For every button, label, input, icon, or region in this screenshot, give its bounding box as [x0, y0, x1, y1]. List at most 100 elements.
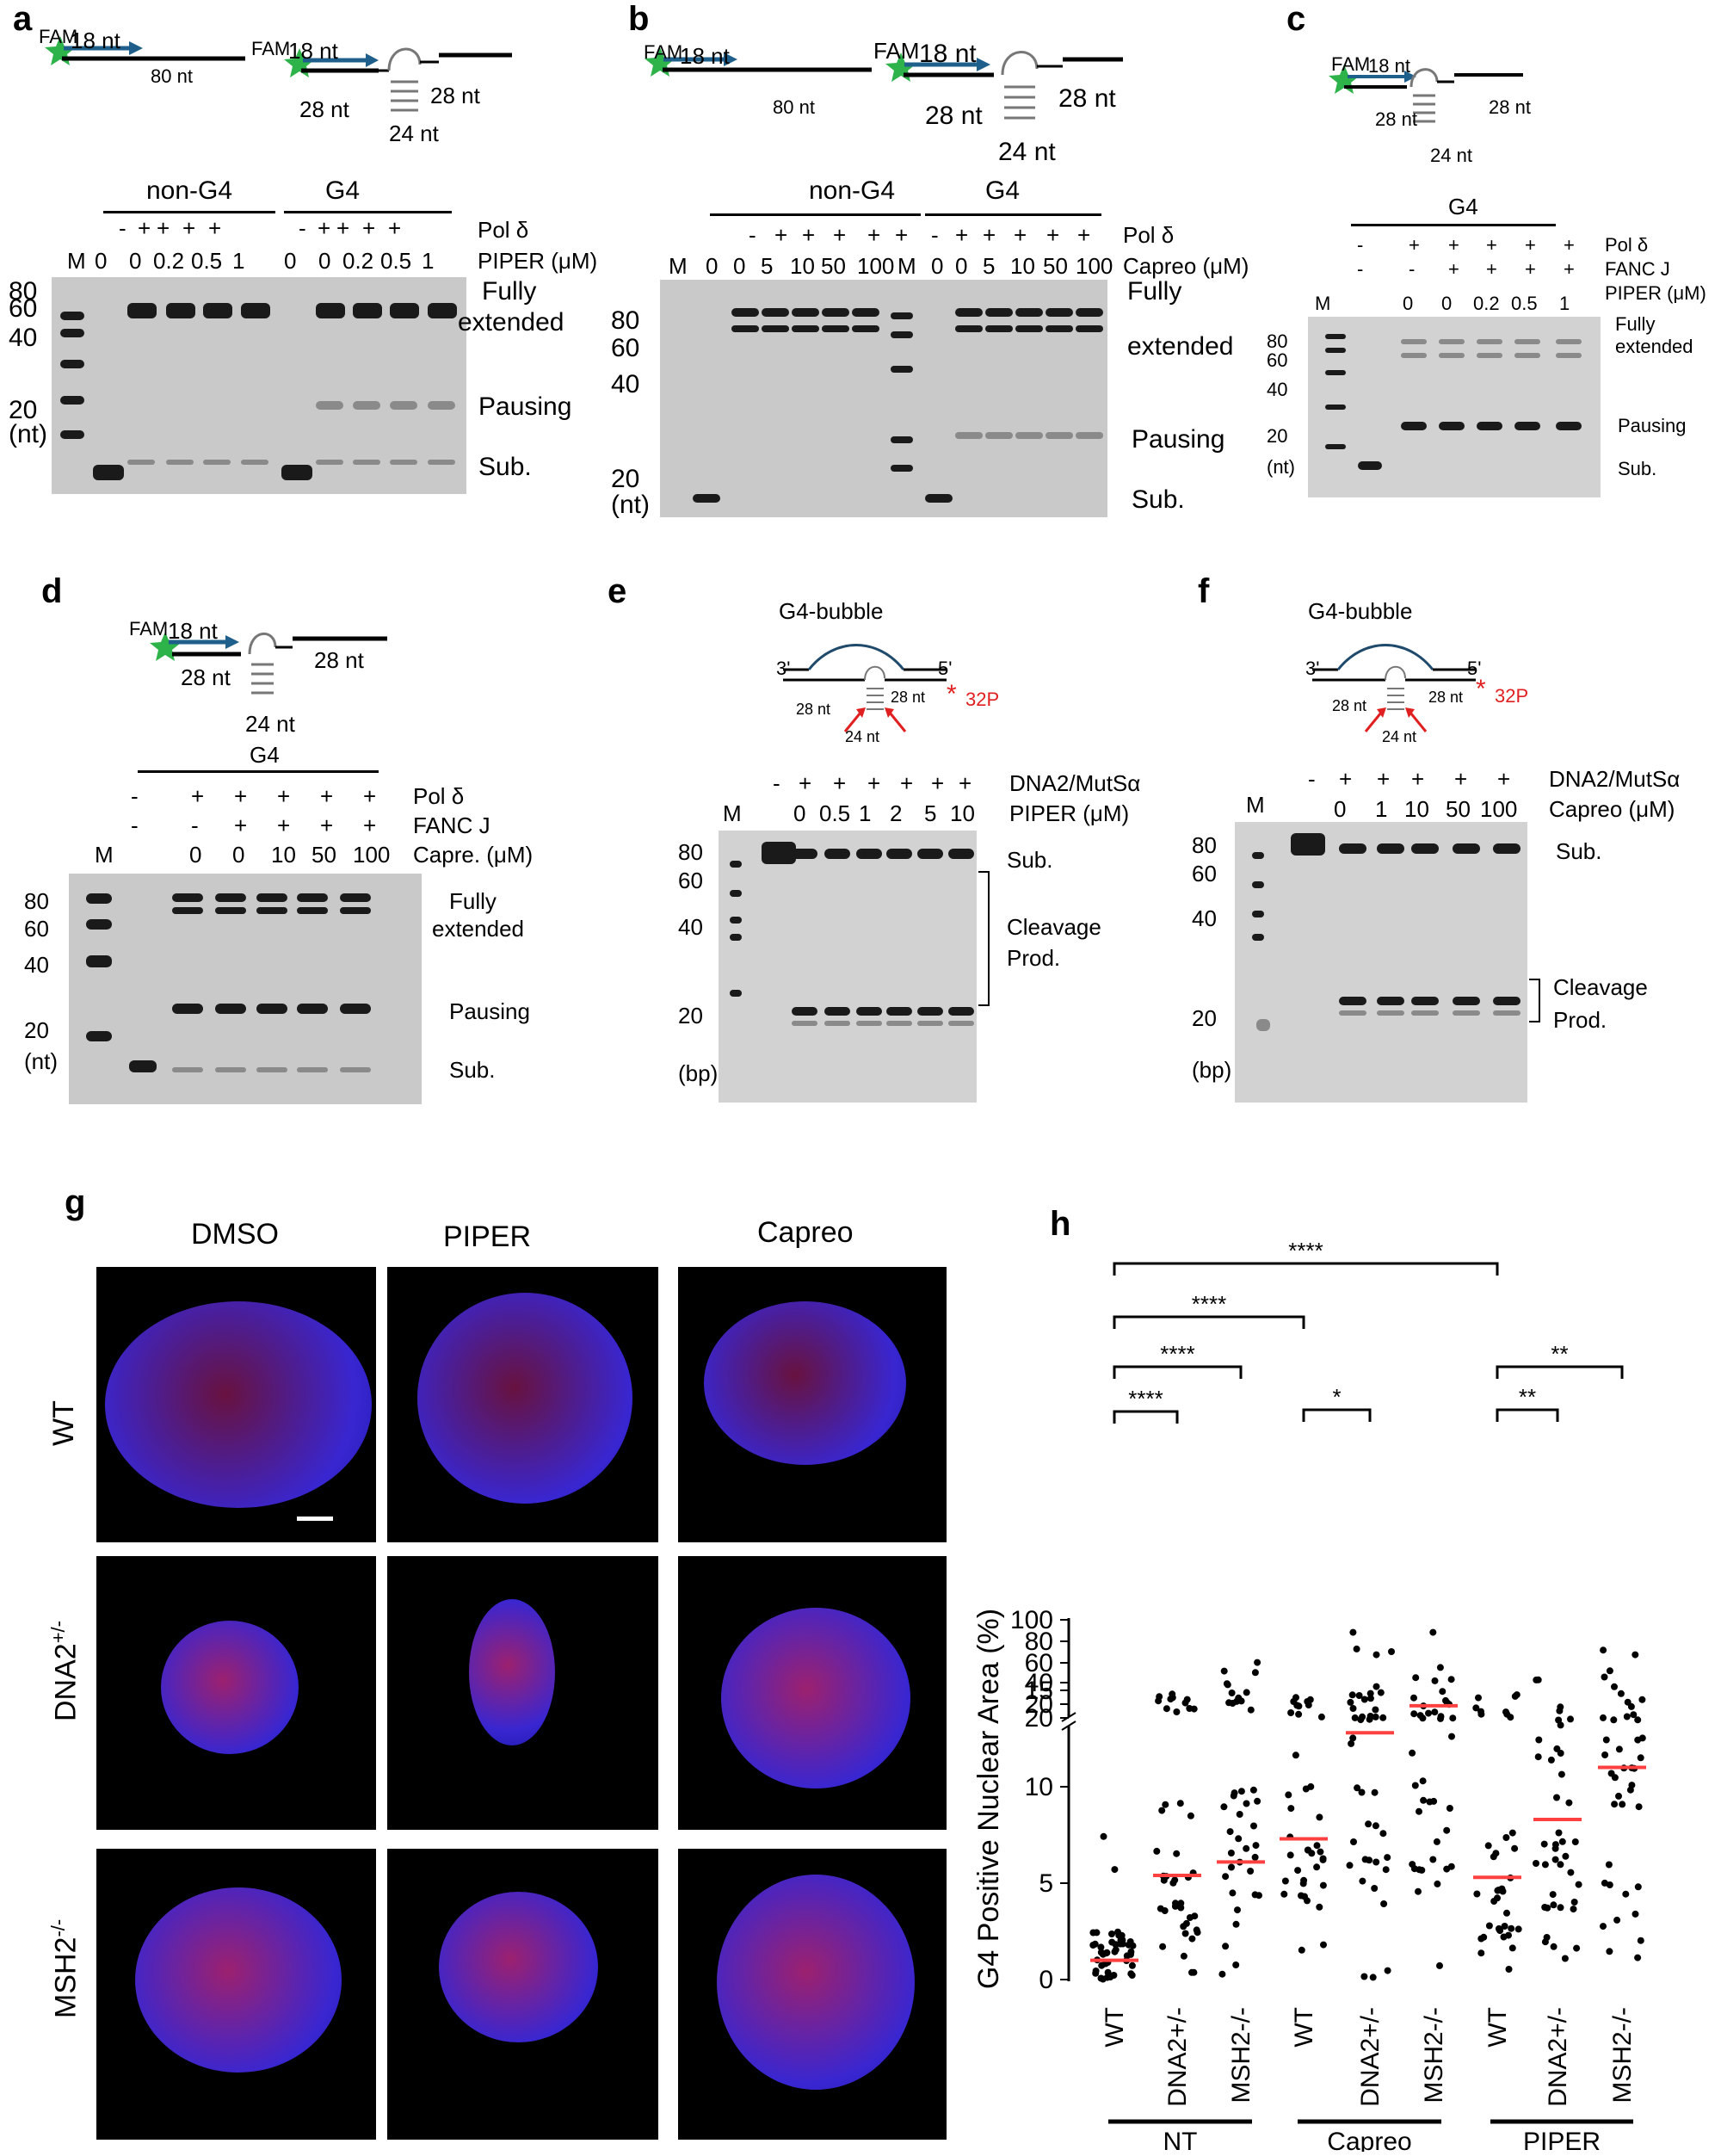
gel-band — [1411, 1010, 1439, 1016]
data-point — [1567, 1715, 1574, 1723]
lane-value-d-row3: 100 — [353, 842, 391, 868]
scale-bar — [297, 1517, 333, 1521]
data-point — [1183, 1696, 1191, 1703]
gel-band — [1015, 308, 1043, 317]
gel-band — [891, 465, 913, 472]
data-point — [1223, 1680, 1231, 1688]
band-label-sub-c: Sub. — [1618, 458, 1657, 479]
data-point — [1600, 1646, 1607, 1654]
data-point — [1508, 1924, 1515, 1932]
data-point — [1128, 1972, 1136, 1979]
gel-band — [166, 460, 194, 465]
band-label-sub-f: Sub. — [1556, 838, 1602, 864]
gel-band — [856, 849, 882, 859]
data-point — [1371, 1788, 1379, 1796]
data-point — [1508, 1829, 1516, 1837]
marker-label-b2: M — [898, 253, 916, 279]
band-label-sub-a: Sub. — [478, 453, 532, 481]
band-label-sub-e: Sub. — [1007, 847, 1053, 873]
band-label-prod-f: Prod. — [1553, 1007, 1607, 1033]
gel-band — [86, 1031, 112, 1041]
data-point — [1243, 1800, 1250, 1807]
data-point — [1190, 1968, 1198, 1976]
data-point — [1180, 1952, 1187, 1960]
gel-band — [1252, 881, 1264, 888]
data-point — [1494, 1894, 1501, 1902]
significance-label: **** — [1160, 1341, 1194, 1367]
band-label-ext-c: extended — [1615, 336, 1693, 357]
lane-value-b-row1: 100 — [1076, 253, 1113, 279]
data-point — [1372, 1822, 1379, 1830]
gel-c — [1308, 317, 1601, 497]
data-point — [1543, 1934, 1551, 1941]
data-point — [1551, 1856, 1559, 1863]
gel-band — [822, 325, 849, 332]
data-point — [1433, 1838, 1440, 1845]
lane-value-a-row2: 0.2 — [153, 248, 185, 274]
lane-value-a-row2: 0 — [129, 248, 142, 274]
lane-value-a-row2: 1 — [422, 248, 435, 274]
lane-value-f-row2: 1 — [1375, 796, 1388, 822]
data-point — [1176, 1800, 1184, 1807]
lane-value-b-row1: 50 — [821, 253, 846, 279]
data-point — [1601, 1879, 1608, 1887]
size-tick-label: 80 — [611, 306, 640, 335]
primer-label-d: 18 nt — [168, 618, 218, 644]
gel-band — [948, 849, 974, 859]
panel-label-d: d — [41, 572, 63, 610]
data-point — [1359, 1713, 1366, 1720]
data-point — [1319, 1881, 1327, 1889]
p32-label-e: 32P — [965, 689, 1000, 710]
gel-band — [1401, 339, 1427, 344]
data-point — [1447, 1676, 1455, 1683]
fam-label-b1: FAM — [644, 41, 683, 63]
data-point — [1615, 1745, 1623, 1753]
gel-band — [1339, 843, 1366, 854]
lane-value-f-row1: + — [1454, 766, 1468, 792]
lane-value-c-row2: + — [1564, 258, 1575, 280]
row1-label-d: Pol δ — [413, 783, 465, 809]
gel-band — [241, 303, 270, 318]
lane-value-b-row1: + — [802, 222, 816, 248]
row-label-wt: WT — [47, 1400, 80, 1446]
col-label-piper: PIPER — [443, 1220, 532, 1253]
lane-value-c-row3: 0 — [1441, 293, 1453, 314]
data-point — [1567, 1869, 1575, 1876]
data-point — [1540, 1840, 1548, 1848]
gel-band — [762, 325, 789, 332]
data-point — [1097, 1974, 1105, 1982]
data-point — [1615, 1792, 1622, 1800]
data-point — [1354, 1784, 1361, 1792]
gel-band — [886, 1007, 912, 1016]
gel-band — [886, 849, 912, 859]
data-point — [1353, 1645, 1360, 1653]
data-point — [1613, 1916, 1621, 1924]
row-label-msh2: MSH2-/- — [47, 1918, 83, 2018]
gel-band — [129, 1060, 157, 1072]
data-point — [1114, 1928, 1121, 1936]
marker-label-f: M — [1246, 792, 1265, 818]
data-point — [1097, 1949, 1105, 1956]
gel-band — [1046, 432, 1073, 439]
data-point — [1162, 1801, 1169, 1808]
gel-band — [925, 494, 953, 503]
marker-label-a: M — [67, 248, 86, 274]
primer-label-b1: 18 nt — [680, 43, 730, 69]
gel-band — [1325, 370, 1346, 375]
significance-label: **** — [1192, 1291, 1226, 1317]
gel-band — [1401, 353, 1427, 358]
panel-label-f: f — [1198, 572, 1210, 610]
lane-value-a-row2: 0 — [284, 248, 297, 274]
lane-value-f-row2: 50 — [1446, 796, 1471, 822]
band-label-cleave-e: Cleavage — [1007, 914, 1101, 940]
lane-value-b-row1: + — [983, 222, 996, 248]
data-point — [1254, 1797, 1261, 1805]
gel-band — [172, 907, 203, 914]
data-point — [1617, 1690, 1625, 1697]
lane-value-d-row1: + — [277, 783, 291, 809]
gel-band — [1325, 334, 1346, 339]
group-label: Capreo — [1327, 2128, 1411, 2152]
data-point — [1533, 1860, 1539, 1867]
row2-label-d: FANC J — [413, 812, 490, 838]
gel-band — [955, 432, 983, 439]
